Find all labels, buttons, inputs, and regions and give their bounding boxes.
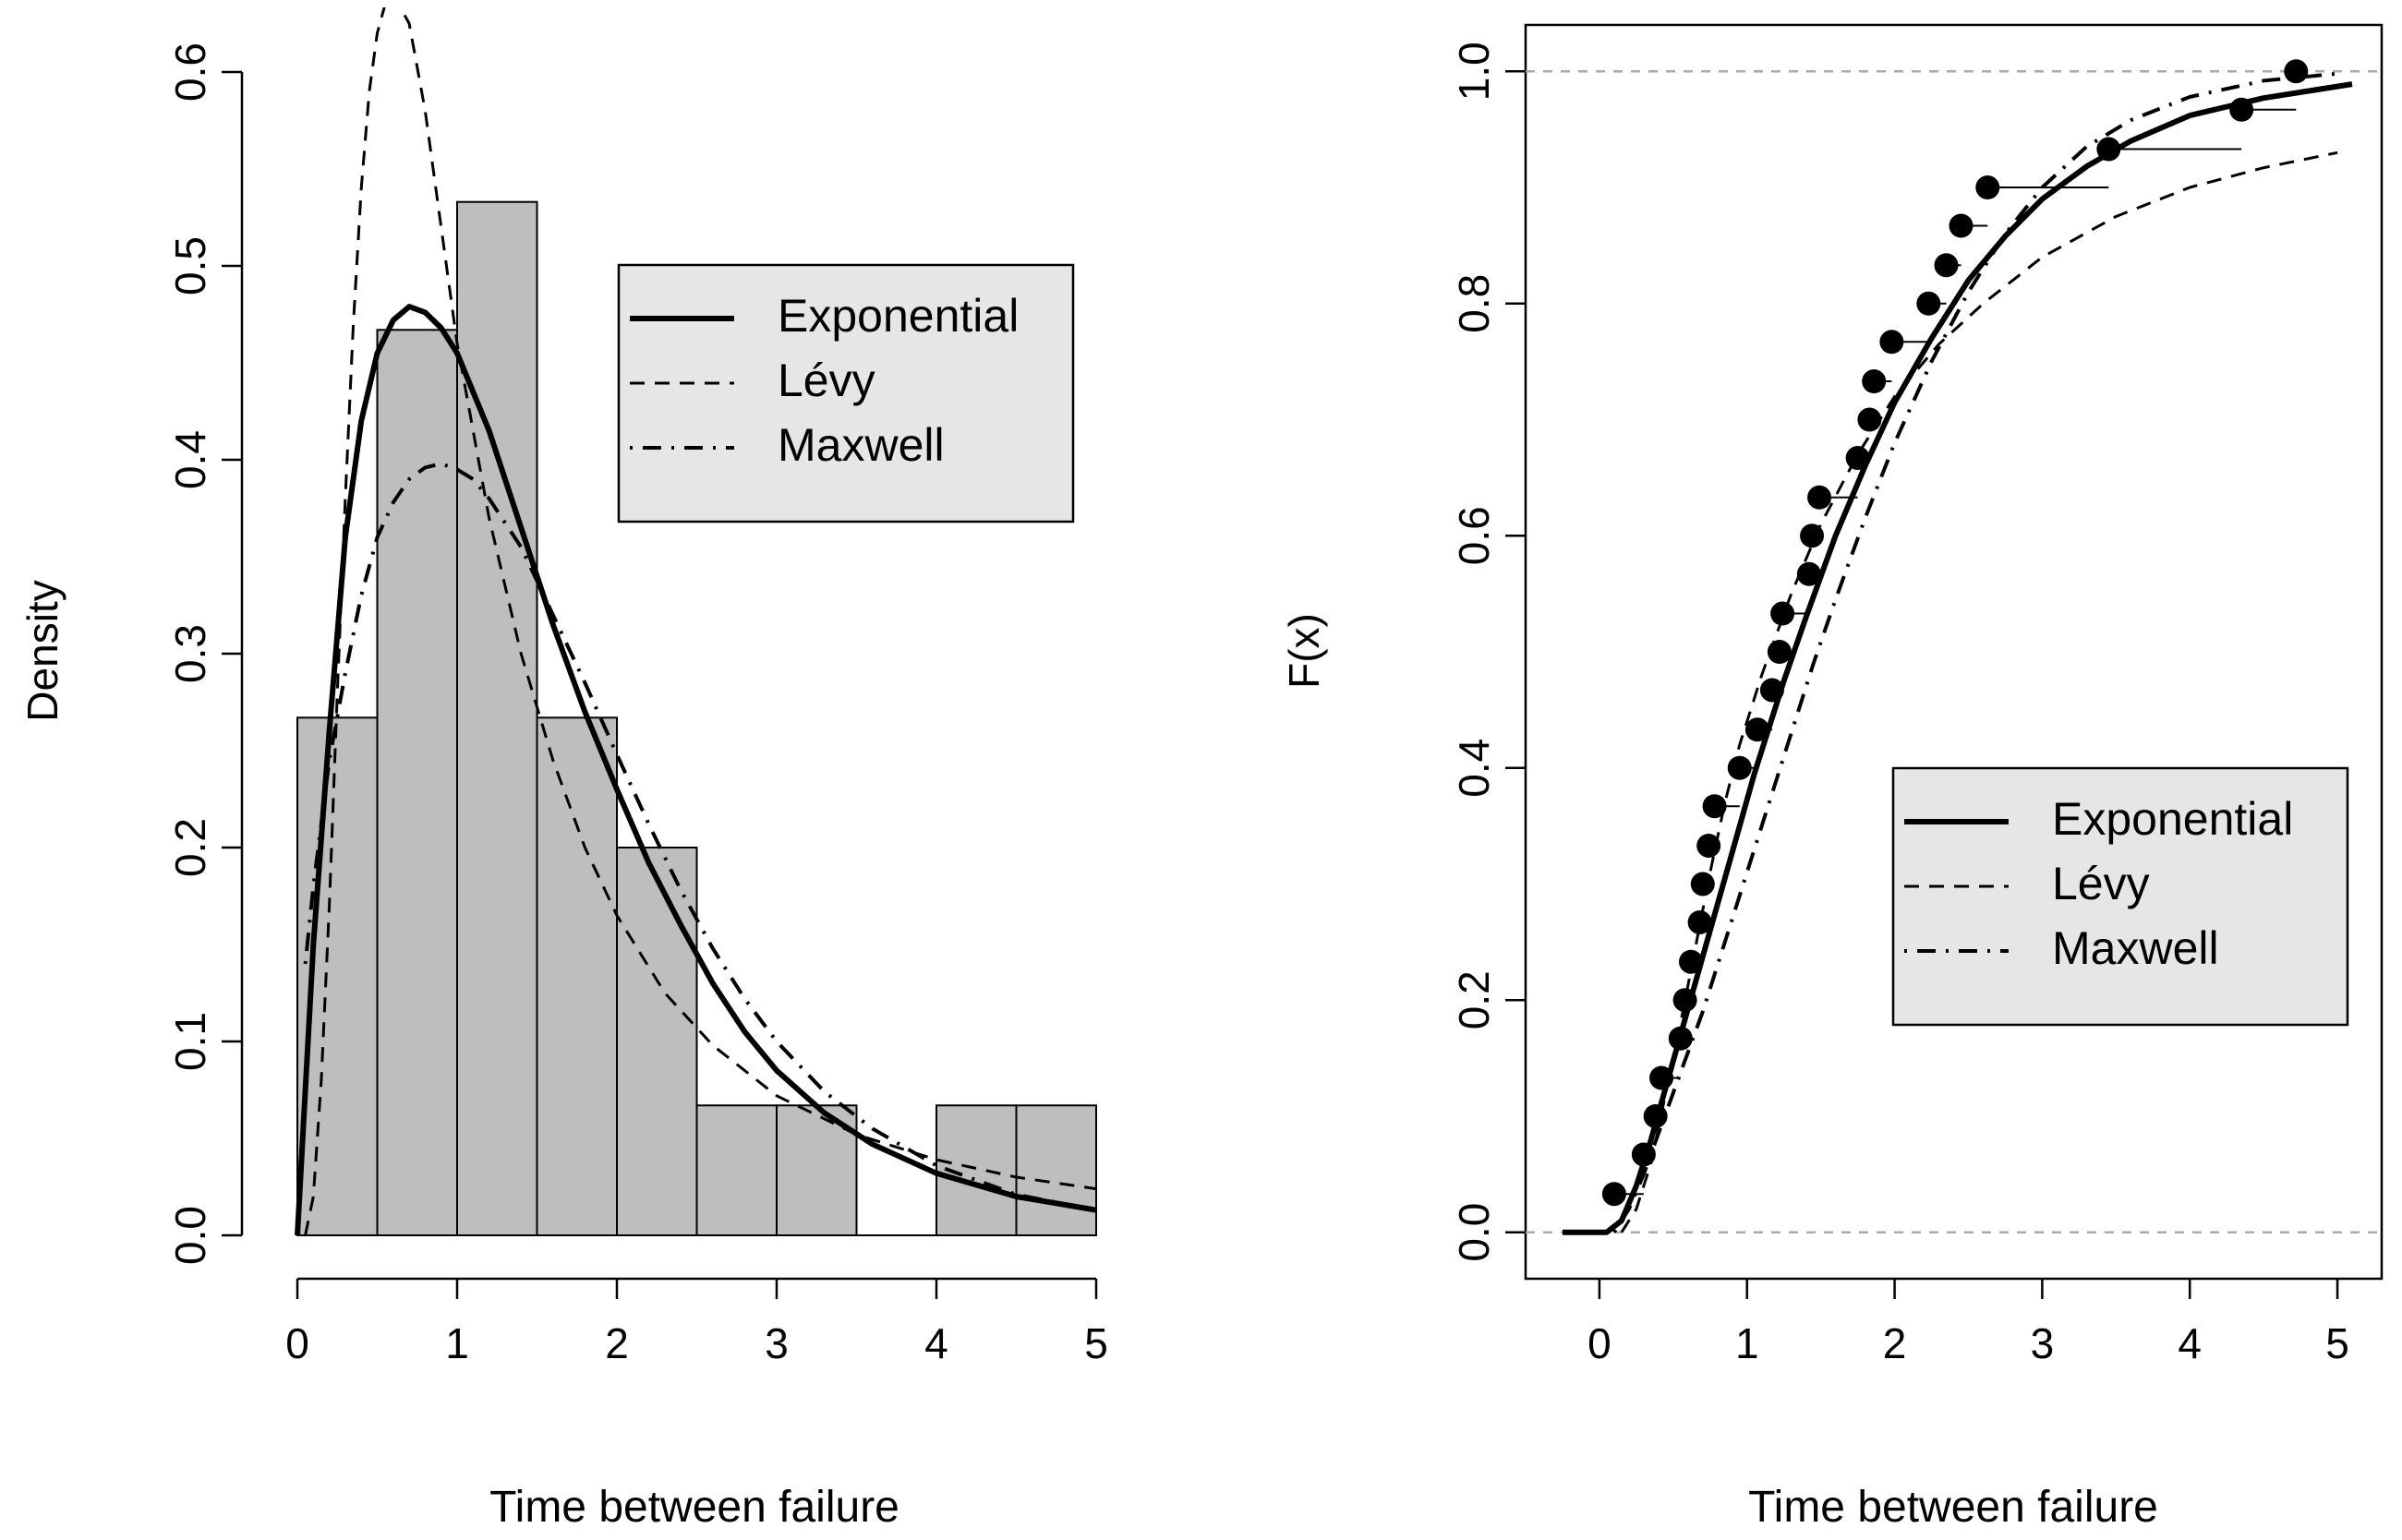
curve-maxwell: [303, 462, 1097, 1212]
x-tick-label-5: 5: [1084, 1319, 1108, 1367]
histogram-bar-2: [456, 200, 538, 1237]
x-tick-label-0: 0: [285, 1319, 309, 1367]
legend-box: [1891, 766, 2349, 1027]
reference-lines: [1526, 70, 2382, 1233]
y-tick-label-5: 1.0: [1450, 42, 1498, 101]
y-tick-label-1: 0.2: [1450, 970, 1498, 1029]
x-axis-label: Time between failure: [489, 1483, 899, 1532]
curve-exponential: [1563, 81, 2353, 1235]
legend-label-exponential: Exponential: [778, 290, 1019, 342]
ecdf-point-2: [1643, 1103, 1668, 1128]
ecdf-point-10: [1702, 794, 1727, 819]
ecdf-point-26: [1975, 175, 2000, 200]
y-axis-label: F(x): [1280, 613, 1328, 689]
x-tick-label-2: 2: [1883, 1319, 1907, 1367]
ecdf-panel: 0.0 0.2 0.4 0.6 0.8 1.0 0 1 2 3 4 5 F(x) Time betw…: [1280, 23, 2384, 1532]
ecdf-point-9: [1696, 833, 1721, 858]
legend-label-maxwell: Maxwell: [778, 419, 945, 471]
histogram-bar-4: [616, 847, 698, 1236]
y-tick-label-1: 0.1: [166, 1012, 214, 1071]
legend-label-levy: Lévy: [2052, 858, 2150, 909]
ecdf-point-5: [1672, 988, 1697, 1013]
legend-label-levy: Lévy: [778, 355, 875, 406]
legend: Exponential Lévy Maxwell: [617, 263, 1075, 523]
x-tick-label-1: 1: [1735, 1319, 1759, 1367]
legend-box: [617, 263, 1075, 523]
y-axis: 0.0 0.1 0.2 0.3 0.4 0.5 0.6: [166, 42, 244, 1265]
x-tick-label-0: 0: [1587, 1319, 1611, 1367]
ecdf-point-3: [1649, 1065, 1674, 1090]
ecdf-point-13: [1759, 678, 1784, 703]
x-tick-label-4: 4: [924, 1319, 948, 1367]
ecdf-point-27: [2096, 137, 2121, 162]
curve-maxwell: [1612, 71, 2338, 1233]
histogram-bar-3: [536, 716, 618, 1236]
histogram-bars: [296, 200, 1097, 1237]
y-axis: 0.0 0.2 0.4 0.6 0.8 1.0: [1450, 42, 1526, 1262]
x-tick-label-4: 4: [2178, 1319, 2202, 1367]
legend-label-exponential: Exponential: [2052, 793, 2293, 845]
ecdf-point-19: [1845, 446, 1870, 471]
x-axis-label: Time between failure: [1748, 1483, 2158, 1532]
histogram-panel: 0.0 0.1 0.2 0.3 0.4 0.5 0.6 0 1 2 3 4 5 Density Tim…: [18, 7, 1108, 1532]
ecdf-point-18: [1807, 485, 1832, 510]
y-axis-label: Density: [18, 580, 66, 721]
y-tick-label-5: 0.5: [166, 236, 214, 295]
x-tick-label-3: 3: [765, 1319, 789, 1367]
ecdf-point-0: [1601, 1182, 1626, 1207]
ecdf-point-15: [1770, 601, 1795, 626]
x-tick-label-3: 3: [2031, 1319, 2055, 1367]
ecdf-point-24: [1934, 253, 1959, 278]
y-tick-label-3: 0.6: [1450, 506, 1498, 565]
cdf-curves: [1563, 71, 2353, 1235]
ecdf-point-6: [1679, 949, 1704, 974]
plot-frame: [1524, 23, 2384, 1281]
y-tick-label-6: 0.6: [166, 42, 214, 102]
x-axis: 0 1 2 3 4 5: [1587, 1279, 2349, 1367]
y-tick-label-4: 0.8: [1450, 274, 1498, 333]
ecdf-point-29: [2284, 59, 2309, 84]
ecdf-point-16: [1796, 561, 1821, 586]
histogram-bar-1: [376, 329, 458, 1236]
y-tick-label-2: 0.4: [1450, 739, 1498, 798]
ecdf-point-11: [1727, 755, 1752, 780]
curve-levy: [304, 7, 1097, 1236]
ecdf-point-1: [1631, 1142, 1656, 1167]
ecdf-point-25: [1949, 213, 1974, 238]
y-tick-label-2: 0.2: [166, 818, 214, 877]
legend: Exponential Lévy Maxwell: [1891, 766, 2349, 1027]
ecdf-point-23: [1916, 291, 1941, 316]
ecdf-point-22: [1879, 330, 1904, 355]
ecdf-point-17: [1800, 523, 1825, 548]
x-tick-label-1: 1: [445, 1319, 469, 1367]
legend-label-maxwell: Maxwell: [2052, 922, 2219, 974]
curve-exponential: [295, 304, 1097, 1236]
ecdf-point-7: [1687, 909, 1712, 934]
curve-levy: [1620, 150, 2338, 1233]
x-axis: 0 1 2 3 4 5: [285, 1277, 1108, 1367]
ecdf-point-21: [1862, 369, 1887, 394]
histogram-bar-9: [1015, 1104, 1097, 1237]
ecdf-point-28: [2229, 97, 2254, 122]
density-curves: [295, 7, 1097, 1236]
y-tick-label-3: 0.3: [166, 624, 214, 683]
x-tick-label-2: 2: [605, 1319, 629, 1367]
y-tick-label-0: 0.0: [166, 1206, 214, 1265]
ecdf-point-4: [1668, 1026, 1693, 1051]
y-tick-label-4: 0.4: [166, 430, 214, 489]
ecdf-point-14: [1767, 640, 1792, 664]
x-tick-label-5: 5: [2325, 1319, 2349, 1367]
ecdf-point-8: [1690, 872, 1715, 896]
ecdf-points: [1601, 59, 2309, 1207]
ecdf-point-20: [1857, 407, 1882, 432]
histogram-bar-5: [695, 1104, 778, 1237]
ecdf-point-12: [1744, 717, 1769, 742]
y-tick-label-0: 0.0: [1450, 1203, 1498, 1262]
